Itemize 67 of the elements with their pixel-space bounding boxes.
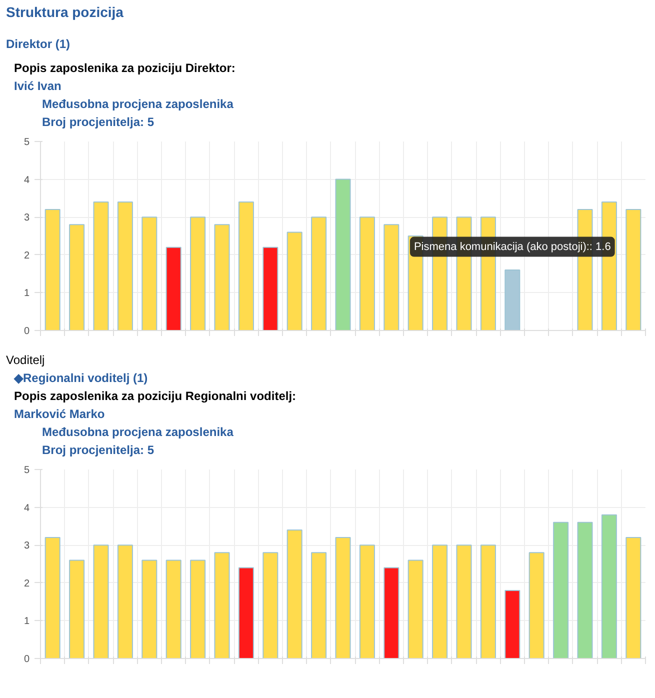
bar — [190, 560, 206, 658]
bar — [311, 216, 327, 330]
y-tick-label: 1 — [24, 616, 30, 628]
bar — [480, 544, 496, 658]
y-tick-label: 4 — [24, 174, 30, 186]
bar — [44, 537, 60, 658]
bar — [44, 209, 60, 330]
y-tick-label: 3 — [24, 212, 30, 224]
text: Ivić Ivan — [14, 78, 62, 94]
bar — [286, 232, 302, 330]
bar — [456, 544, 472, 658]
text: Međusobna procjena zaposlenika — [42, 424, 234, 440]
bar — [408, 560, 424, 658]
bar — [69, 560, 85, 658]
bar — [528, 552, 544, 658]
text: Popis zaposlenika za poziciju Regionalni voditelj: — [14, 388, 296, 404]
bar — [626, 209, 642, 330]
text: Popis zaposlenika za poziciju Direktor: — [14, 60, 236, 76]
y-tick-label: 0 — [24, 654, 30, 665]
y-tick-label: 3 — [24, 540, 30, 552]
bar — [504, 590, 520, 658]
bar — [93, 201, 109, 330]
text: Međusobna procjena zaposlenika — [42, 96, 234, 112]
bar — [335, 178, 351, 330]
bar — [214, 224, 230, 330]
bar — [117, 544, 133, 658]
bar — [262, 552, 278, 658]
bar — [359, 544, 375, 658]
bar — [384, 567, 400, 658]
bar — [262, 246, 278, 330]
bar — [190, 216, 206, 330]
chart-subtitle: ◆Regionalni voditelj (1) — [14, 370, 148, 386]
bar — [359, 216, 375, 330]
text: Broj procjenitelja: 5 — [42, 114, 154, 130]
bar — [142, 560, 158, 658]
y-tick-label: 0 — [24, 326, 30, 337]
annotation: Pismena komunikacija (ako postoji):: 1.6 — [414, 240, 611, 253]
bar — [432, 544, 448, 658]
chart-title: Voditelj — [6, 352, 45, 368]
text: Marković Marko — [14, 406, 105, 422]
bar — [577, 522, 593, 658]
bar — [311, 552, 327, 658]
bar — [93, 544, 109, 658]
bar — [166, 246, 182, 330]
bar — [553, 522, 569, 658]
bar — [214, 552, 230, 658]
bar — [601, 514, 617, 658]
bar — [142, 216, 158, 330]
chart-subtitle: Direktor (1) — [6, 36, 70, 52]
bar — [166, 560, 182, 658]
bar — [69, 224, 85, 330]
chart-title: Struktura pozicija — [6, 4, 124, 20]
text: Broj procjenitelja: 5 — [42, 442, 154, 458]
y-tick-label: 1 — [24, 288, 30, 300]
y-tick-label: 4 — [24, 502, 30, 514]
bar — [335, 537, 351, 658]
y-tick-label: 5 — [24, 137, 30, 148]
bar — [286, 529, 302, 658]
bar — [117, 201, 133, 330]
bar — [238, 201, 254, 330]
y-tick-label: 5 — [24, 465, 30, 476]
bar — [504, 270, 520, 330]
y-tick-label: 2 — [24, 578, 30, 590]
bar — [238, 567, 254, 658]
y-tick-label: 2 — [24, 250, 30, 262]
bar — [626, 537, 642, 658]
bar — [384, 224, 400, 330]
